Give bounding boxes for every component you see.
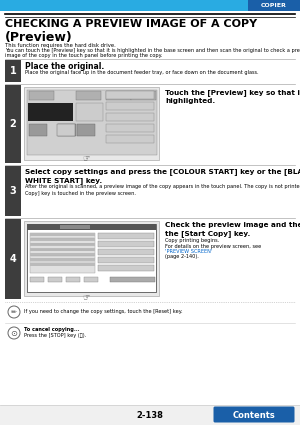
Text: Select copy settings and press the [COLOUR START] key or the [BLACK &
WHITE STAR: Select copy settings and press the [COLO… xyxy=(25,168,300,184)
Text: (Preview): (Preview) xyxy=(5,31,73,44)
Bar xyxy=(131,91,156,100)
Bar xyxy=(98,249,154,255)
Bar xyxy=(30,238,95,241)
Bar xyxy=(5,219,21,299)
Bar xyxy=(30,263,95,266)
Bar xyxy=(57,124,75,136)
Bar xyxy=(106,91,131,100)
Bar xyxy=(77,124,95,136)
Bar xyxy=(98,233,154,239)
Bar xyxy=(30,277,44,282)
Bar xyxy=(0,405,300,425)
Bar xyxy=(106,102,154,110)
Text: You can touch the [Preview] key so that it is highlighted in the base screen and: You can touch the [Preview] key so that … xyxy=(5,48,300,53)
Bar xyxy=(76,103,103,121)
Text: After the original is scanned, a preview image of the copy appears in the touch : After the original is scanned, a preview… xyxy=(25,184,300,196)
Text: image of the copy in the touch panel before printing the copy.: image of the copy in the touch panel bef… xyxy=(5,53,163,58)
Bar xyxy=(66,277,80,282)
FancyBboxPatch shape xyxy=(214,406,295,422)
Text: ☞: ☞ xyxy=(82,294,90,303)
Text: 3: 3 xyxy=(10,186,16,196)
Text: Copy printing begins.: Copy printing begins. xyxy=(165,238,219,243)
Bar xyxy=(60,225,90,229)
Bar xyxy=(0,0,300,11)
Text: To cancel copying...: To cancel copying... xyxy=(24,327,80,332)
Text: COPIER: COPIER xyxy=(261,3,287,8)
Bar xyxy=(248,0,300,11)
Bar xyxy=(29,124,47,136)
Bar xyxy=(24,87,159,160)
Bar xyxy=(27,224,156,292)
Bar xyxy=(58,124,76,136)
Bar xyxy=(5,60,21,82)
Text: 2: 2 xyxy=(10,119,16,129)
Text: ⊙: ⊙ xyxy=(11,329,17,337)
Text: 1: 1 xyxy=(10,66,16,76)
Text: For details on the preview screen, see: For details on the preview screen, see xyxy=(165,244,263,249)
Text: CHECKING A PREVIEW IMAGE OF A COPY: CHECKING A PREVIEW IMAGE OF A COPY xyxy=(5,19,257,29)
Bar xyxy=(98,265,154,271)
Bar xyxy=(98,241,154,247)
Text: Touch the [Preview] key so that it is
highlighted.: Touch the [Preview] key so that it is hi… xyxy=(165,89,300,105)
Text: ✏: ✏ xyxy=(11,309,17,315)
Bar xyxy=(27,90,157,155)
Bar xyxy=(98,257,154,263)
Bar xyxy=(5,166,21,216)
Bar xyxy=(5,85,21,163)
Text: If you need to change the copy settings, touch the [Reset] key.: If you need to change the copy settings,… xyxy=(24,309,183,314)
Text: ☞: ☞ xyxy=(82,155,90,164)
Text: 2-138: 2-138 xyxy=(136,411,164,419)
Bar xyxy=(106,124,154,132)
Bar xyxy=(84,277,98,282)
Bar xyxy=(28,103,73,121)
Bar xyxy=(110,277,155,282)
Bar xyxy=(30,253,95,256)
Text: Check the preview image and then touch
the [Start Copy] key.: Check the preview image and then touch t… xyxy=(165,222,300,238)
Bar xyxy=(106,91,154,99)
Text: 4: 4 xyxy=(10,254,16,264)
Bar xyxy=(30,248,95,251)
Text: 'PREVIEW SCREEN': 'PREVIEW SCREEN' xyxy=(165,249,212,254)
Text: This function requires the hard disk drive.: This function requires the hard disk dri… xyxy=(5,43,116,48)
Bar xyxy=(29,91,54,100)
Text: Contents: Contents xyxy=(232,411,275,419)
Text: Press the [STOP] key (⓮).: Press the [STOP] key (⓮). xyxy=(24,333,86,338)
Text: Place the original face up in the document feeder tray, or face down on the docu: Place the original face up in the docume… xyxy=(25,70,259,75)
Text: Place the original.: Place the original. xyxy=(25,62,104,71)
Bar xyxy=(106,113,154,121)
Bar xyxy=(48,277,62,282)
Bar xyxy=(24,221,159,296)
Bar xyxy=(76,91,101,100)
Bar xyxy=(30,243,95,246)
Text: (page 2-140).: (page 2-140). xyxy=(165,254,199,259)
Bar xyxy=(27,224,156,230)
Bar xyxy=(30,233,95,273)
Bar xyxy=(30,258,95,261)
Bar xyxy=(30,233,95,236)
Bar xyxy=(106,135,154,143)
